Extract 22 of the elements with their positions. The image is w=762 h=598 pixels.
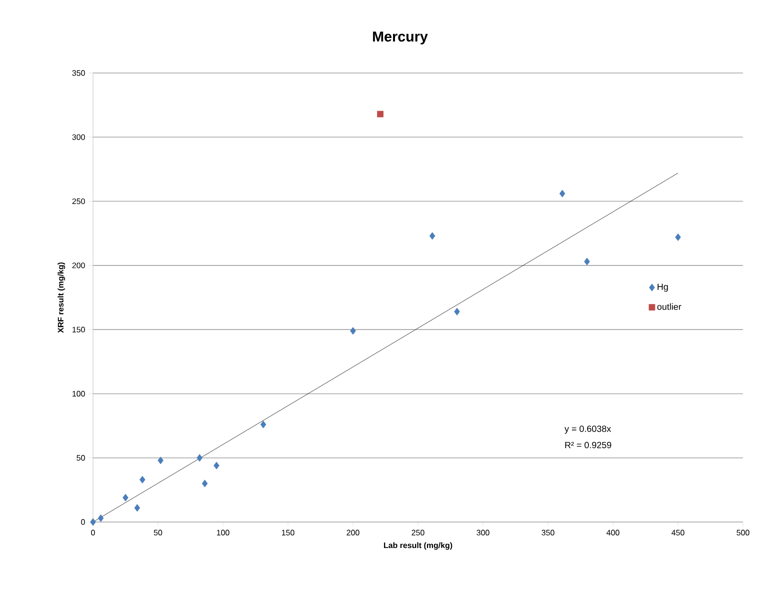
annotation: R² = 0.9259	[565, 442, 612, 448]
point	[675, 233, 681, 241]
point	[350, 327, 356, 335]
point	[158, 456, 164, 464]
annotation: y = 0.6038x	[564, 426, 612, 434]
point	[377, 110, 384, 118]
chart-title: Mercury	[373, 32, 428, 44]
point	[90, 518, 96, 526]
legend-label: outlier	[657, 303, 682, 310]
point	[559, 190, 566, 198]
point	[214, 462, 220, 470]
point	[140, 476, 146, 484]
point	[454, 308, 460, 316]
point	[98, 514, 104, 522]
point	[260, 420, 266, 428]
point	[122, 494, 128, 502]
point	[584, 258, 590, 266]
point	[202, 480, 208, 488]
point	[134, 504, 140, 512]
point	[196, 454, 202, 462]
point	[429, 232, 436, 240]
legend-label: Hg	[658, 284, 668, 292]
